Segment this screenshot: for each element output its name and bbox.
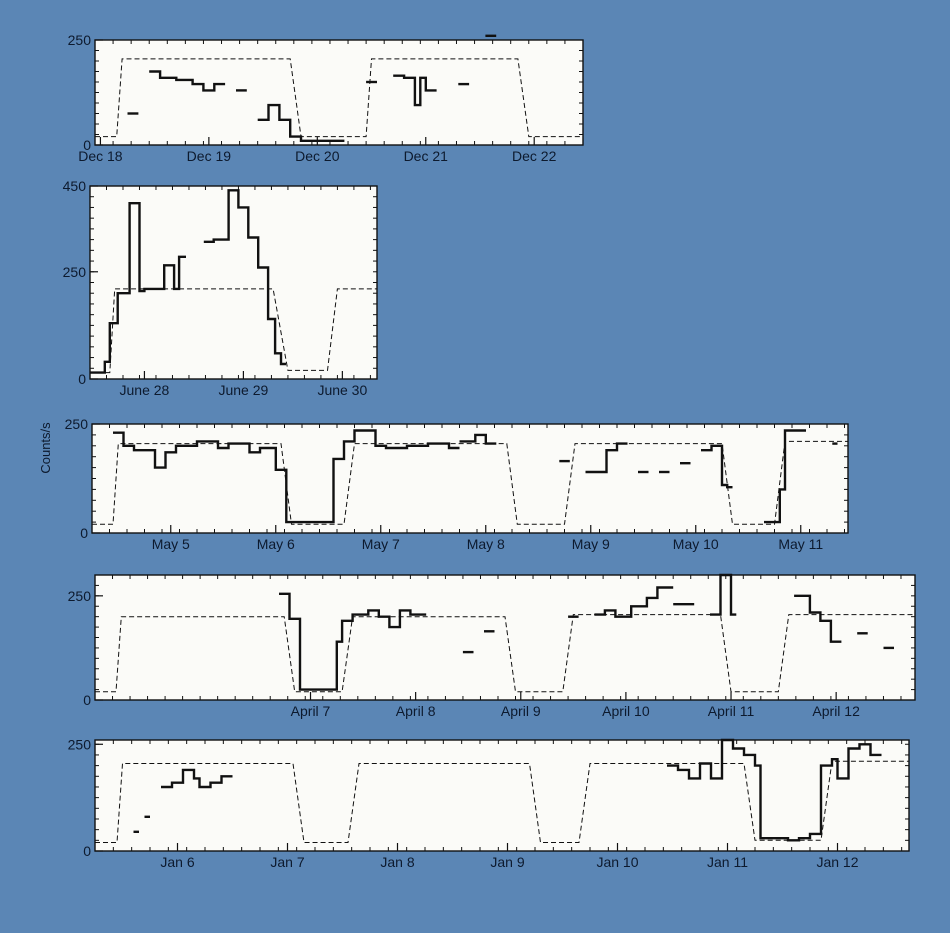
chart-panel-5: Jan 6 Jan 7 Jan 8 Jan 9 Jan 10 Jan 11 Jan 12 0 2… — [68, 736, 910, 870]
chart-panel-1: Dec 18 Dec 19 Dec 20 Dec 21 Dec 22 0 250 — [68, 32, 584, 164]
x-tick-label: May 11 — [778, 536, 823, 552]
x-tick-label: April 11 — [708, 703, 755, 719]
y-tick-label: 450 — [63, 178, 87, 194]
x-tick-label: Jan 12 — [816, 854, 858, 870]
x-tick-label: Jan 7 — [270, 854, 304, 870]
y-tick-label: 0 — [78, 371, 86, 387]
x-tick-label: April 10 — [602, 703, 650, 719]
x-tick-label: Dec 22 — [512, 148, 557, 164]
y-axis-label: Counts/s — [38, 422, 53, 474]
x-tick-label: May 9 — [572, 536, 610, 552]
y-tick-label: 0 — [80, 525, 88, 541]
count-rate-series-4 — [667, 738, 882, 842]
count-rate-series-2 — [149, 70, 226, 92]
x-tick-label: Dec 20 — [295, 148, 340, 164]
plot-area — [94, 39, 584, 146]
count-rate-series-1 — [113, 429, 460, 524]
y-tick-label: 250 — [68, 588, 92, 604]
x-tick-label: May 8 — [467, 536, 505, 552]
x-tick-label: April 12 — [812, 703, 860, 719]
x-tick-label: May 5 — [152, 536, 190, 552]
count-rate-series-1 — [279, 592, 427, 691]
x-tick-label: Jan 9 — [490, 854, 524, 870]
plot-area — [94, 739, 910, 852]
x-tick-label: Jan 10 — [596, 854, 638, 870]
x-tick-label: June 30 — [317, 382, 367, 398]
y-tick-label: 0 — [83, 843, 91, 859]
count-rate-series-2 — [203, 189, 286, 366]
x-tick-label: April 7 — [291, 703, 331, 719]
plot-area — [89, 185, 378, 380]
chart-panel-2: June 28 June 29 June 30 0 250 450 — [63, 178, 378, 398]
x-tick-label: Dec 19 — [187, 148, 232, 164]
y-tick-label: 250 — [68, 32, 92, 48]
x-tick-label: June 28 — [120, 382, 170, 398]
count-rate-series-4 — [257, 103, 345, 143]
y-tick-label: 250 — [68, 736, 92, 752]
y-tick-label: 0 — [83, 137, 91, 153]
plot-area — [94, 574, 916, 701]
x-tick-label: April 9 — [501, 703, 541, 719]
count-rate-series-6 — [393, 74, 437, 107]
x-tick-label: Dec 18 — [78, 148, 123, 164]
count-rate-series-9 — [764, 429, 806, 524]
count-rate-series-2 — [459, 433, 497, 445]
x-tick-label: June 29 — [218, 382, 268, 398]
x-tick-label: Jan 11 — [707, 854, 748, 870]
y-tick-label: 0 — [83, 692, 91, 708]
baseline-dashed-series — [95, 614, 915, 693]
count-rate-series-8 — [794, 594, 842, 643]
y-tick-label: 250 — [63, 264, 87, 280]
x-tick-label: May 10 — [673, 536, 719, 552]
x-tick-label: Dec 21 — [404, 148, 449, 164]
chart-panel-4: April 7 April 8 April 9 April 10 April 11 Apr… — [68, 573, 916, 719]
count-rate-series-3 — [161, 768, 233, 789]
baseline-dashed-series — [95, 58, 583, 138]
baseline-dashed-series — [92, 440, 848, 525]
y-tick-label: 250 — [65, 416, 89, 432]
x-tick-label: Jan 8 — [380, 854, 414, 870]
x-tick-label: May 6 — [257, 536, 295, 552]
count-rate-series-5 — [594, 586, 674, 618]
x-tick-label: Jan 6 — [160, 854, 194, 870]
x-tick-label: April 8 — [396, 703, 436, 719]
count-rate-series-1 — [90, 201, 186, 374]
count-rate-series-4 — [585, 442, 628, 474]
chart-panel-3: May 5 May 6 May 7 May 8 May 9 May 10 May 11 0 25… — [65, 416, 849, 552]
count-rate-series-8 — [701, 444, 733, 489]
x-tick-label: May 7 — [362, 536, 400, 552]
count-rate-series-7 — [710, 573, 737, 616]
